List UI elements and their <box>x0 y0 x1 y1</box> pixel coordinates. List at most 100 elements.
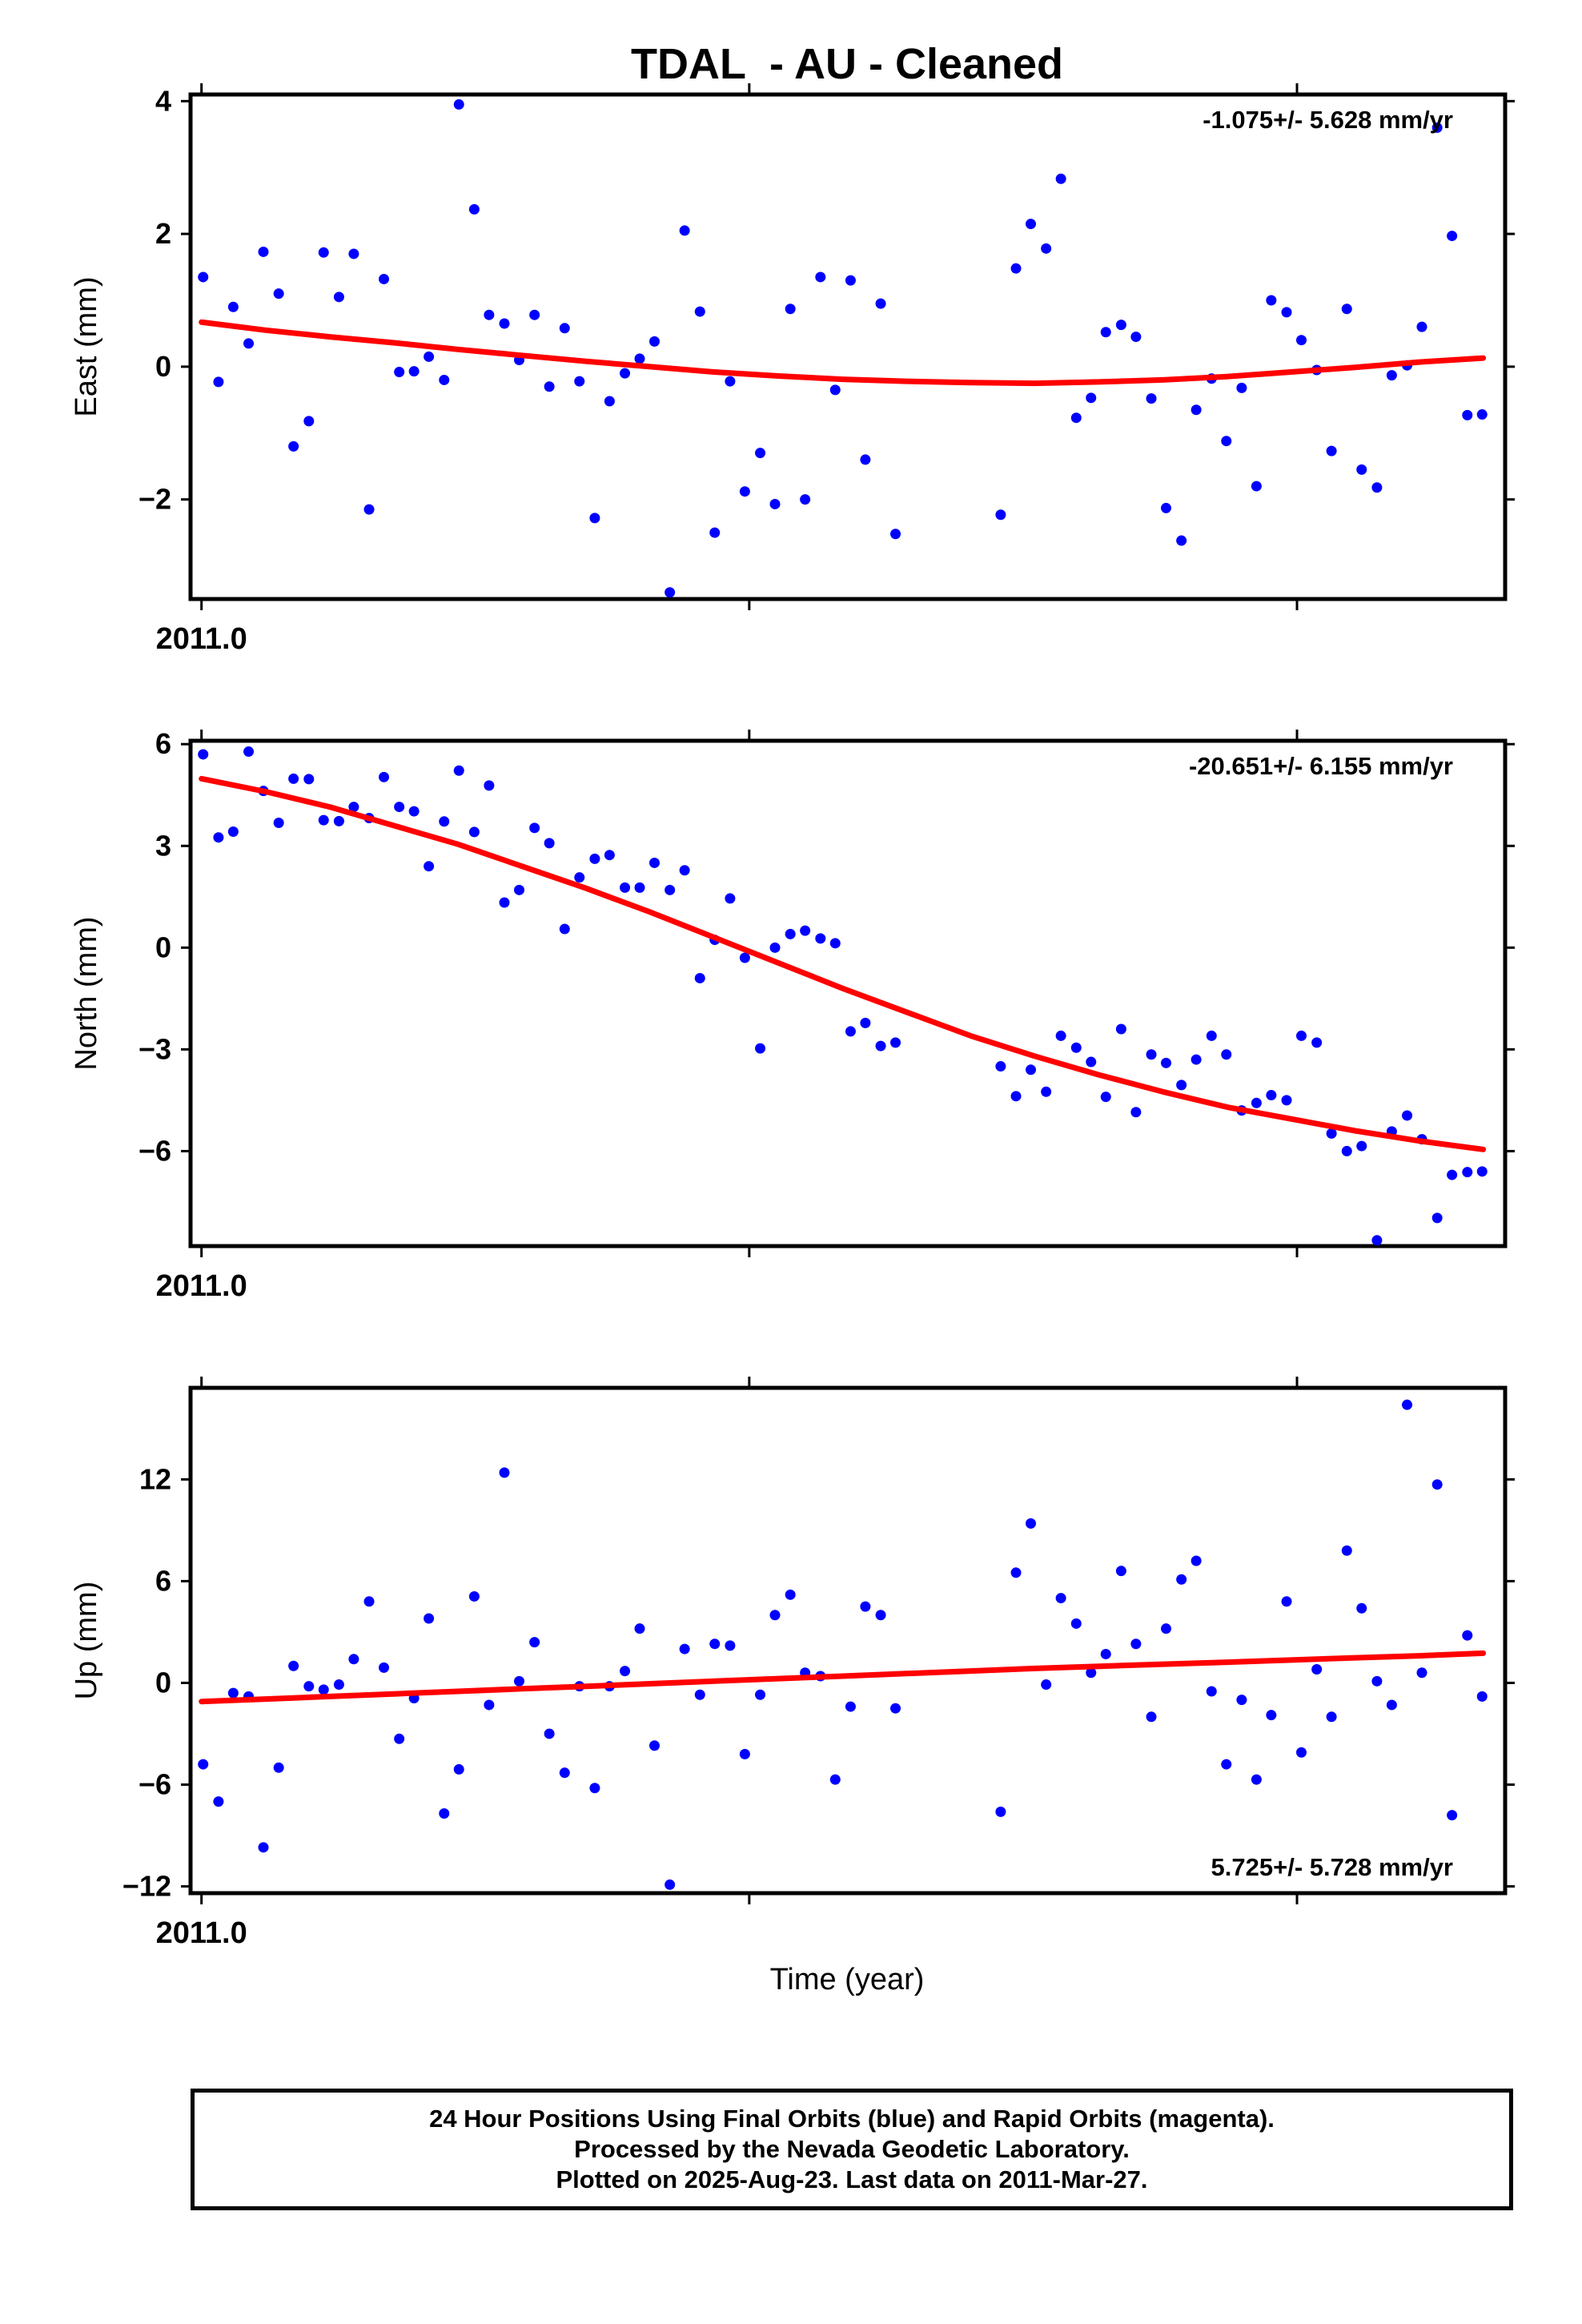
north-data-point <box>273 817 284 828</box>
up-data-point <box>769 1610 781 1621</box>
up-data-point <box>589 1783 600 1794</box>
up-data-point <box>1100 1648 1111 1659</box>
up-data-point <box>198 1759 209 1770</box>
east-data-point <box>574 376 585 387</box>
north-data-point <box>1326 1128 1337 1139</box>
up-data-point <box>1086 1667 1097 1679</box>
north-data-point <box>1010 1091 1022 1102</box>
north-fit-line <box>199 775 1487 1152</box>
east-data-point <box>665 587 676 598</box>
up-plot-frame <box>188 1385 1508 1896</box>
east-data-point <box>755 448 766 459</box>
east-data-point <box>424 351 435 362</box>
north-data-point <box>318 814 329 826</box>
up-data-point <box>1447 1810 1458 1821</box>
east-data-point <box>1026 219 1037 230</box>
north-data-point <box>1311 1037 1323 1048</box>
east-data-point <box>1281 307 1292 318</box>
east-data-point <box>694 306 705 317</box>
up-data-point <box>694 1689 705 1700</box>
up-data-point <box>739 1748 750 1759</box>
up-data-point <box>439 1807 450 1819</box>
up-data-point <box>1041 1679 1052 1691</box>
up-data-point <box>1356 1602 1367 1614</box>
up-data-point <box>665 1879 676 1890</box>
north-data-point <box>890 1037 901 1048</box>
up-ytick-label: −6 <box>139 1767 171 1800</box>
east-data-point <box>348 248 359 259</box>
up-data-point <box>1266 1710 1277 1721</box>
east-data-point <box>1251 480 1262 492</box>
north-data-point <box>1086 1056 1097 1068</box>
up-panel: 12 6 0 −6 −12 2011.0 Up (mm) 5.725+/- 5.728 mm/… <box>70 1377 1515 1950</box>
up-data-point <box>288 1660 299 1671</box>
north-data-point <box>394 802 405 813</box>
north-data-point <box>514 884 524 895</box>
up-data-point <box>829 1774 841 1785</box>
up-data-point <box>453 1763 464 1775</box>
up-data-point <box>258 1842 269 1853</box>
north-xtick-label: 2011.0 <box>156 1269 247 1303</box>
up-data-point <box>468 1590 480 1602</box>
north-data-point <box>1251 1097 1262 1108</box>
east-data-point <box>544 381 555 392</box>
east-ytick-label: 0 <box>155 350 171 383</box>
up-data-point <box>1476 1691 1488 1702</box>
east-data-point <box>363 504 375 515</box>
up-data-point <box>227 1687 239 1699</box>
east-ytick-label: 2 <box>155 217 171 250</box>
north-ytick-label: −6 <box>139 1134 171 1167</box>
up-data-point <box>1402 1399 1413 1410</box>
east-data-point <box>1341 304 1352 315</box>
east-data-point <box>1130 332 1142 343</box>
x-axis-label: Time (year) <box>770 1963 925 1996</box>
east-data-point <box>1266 295 1277 306</box>
east-data-point <box>318 247 329 258</box>
east-data-point <box>860 454 871 465</box>
north-data-point <box>484 780 495 791</box>
up-data-point <box>529 1637 540 1648</box>
north-data-point <box>1041 1086 1052 1097</box>
north-data-point <box>1462 1167 1473 1178</box>
east-data-point <box>288 440 299 452</box>
east-data-point <box>273 288 284 300</box>
east-data-point <box>1041 243 1052 254</box>
up-data-point <box>845 1701 856 1712</box>
up-data-point <box>333 1679 344 1691</box>
north-data-point <box>499 897 510 908</box>
east-data-point <box>1086 392 1097 404</box>
up-data-point <box>1221 1759 1232 1770</box>
up-data-point <box>634 1623 645 1634</box>
north-data-point <box>1431 1212 1443 1224</box>
north-data-point <box>860 1017 871 1028</box>
east-data-point <box>559 323 570 334</box>
north-data-point <box>1447 1169 1458 1180</box>
north-data-point <box>1026 1064 1037 1076</box>
north-data-point <box>620 882 631 893</box>
east-data-point <box>769 498 781 509</box>
east-data-point <box>1295 335 1307 346</box>
north-ytick-label: −3 <box>139 1032 171 1065</box>
north-data-point <box>333 815 344 826</box>
north-data-point <box>198 749 209 760</box>
up-data-point <box>1371 1675 1383 1687</box>
east-data-point <box>800 494 811 505</box>
north-data-point <box>288 773 299 784</box>
up-data-point <box>1341 1545 1352 1556</box>
east-data-point <box>303 416 315 427</box>
east-data-point <box>604 396 615 407</box>
north-data-point <box>303 774 315 785</box>
north-plot-frame <box>188 738 1508 1248</box>
north-data-point <box>694 972 705 983</box>
east-data-point <box>333 292 344 303</box>
footer-line-3: Plotted on 2025-Aug-23. Last data on 201… <box>556 2165 1148 2193</box>
north-data-point <box>1371 1235 1383 1246</box>
east-data-point <box>679 225 690 236</box>
east-data-point <box>875 298 886 309</box>
east-data-point <box>1221 436 1232 447</box>
east-data-point <box>439 374 450 385</box>
north-data-point <box>348 802 359 813</box>
east-data-point <box>379 273 390 284</box>
up-data-point <box>484 1699 495 1711</box>
